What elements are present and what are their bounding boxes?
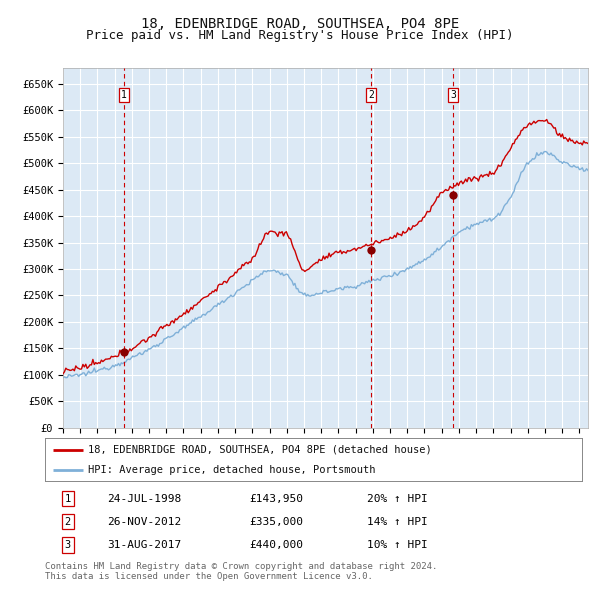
Text: 20% ↑ HPI: 20% ↑ HPI bbox=[367, 493, 428, 503]
Text: 2: 2 bbox=[64, 517, 71, 526]
Text: 18, EDENBRIDGE ROAD, SOUTHSEA, PO4 8PE (detached house): 18, EDENBRIDGE ROAD, SOUTHSEA, PO4 8PE (… bbox=[88, 445, 432, 455]
Text: 14% ↑ HPI: 14% ↑ HPI bbox=[367, 517, 428, 526]
Text: 1: 1 bbox=[64, 493, 71, 503]
Text: 1: 1 bbox=[121, 90, 127, 100]
Text: £335,000: £335,000 bbox=[249, 517, 303, 526]
Text: £143,950: £143,950 bbox=[249, 493, 303, 503]
Text: 24-JUL-1998: 24-JUL-1998 bbox=[107, 493, 181, 503]
Text: 18, EDENBRIDGE ROAD, SOUTHSEA, PO4 8PE: 18, EDENBRIDGE ROAD, SOUTHSEA, PO4 8PE bbox=[141, 17, 459, 31]
Text: 31-AUG-2017: 31-AUG-2017 bbox=[107, 540, 181, 550]
Text: Contains HM Land Registry data © Crown copyright and database right 2024.: Contains HM Land Registry data © Crown c… bbox=[45, 562, 437, 571]
Text: 10% ↑ HPI: 10% ↑ HPI bbox=[367, 540, 428, 550]
Text: Price paid vs. HM Land Registry's House Price Index (HPI): Price paid vs. HM Land Registry's House … bbox=[86, 30, 514, 42]
Text: 3: 3 bbox=[450, 90, 456, 100]
Text: 2: 2 bbox=[368, 90, 374, 100]
Text: 26-NOV-2012: 26-NOV-2012 bbox=[107, 517, 181, 526]
Text: This data is licensed under the Open Government Licence v3.0.: This data is licensed under the Open Gov… bbox=[45, 572, 373, 581]
Text: £440,000: £440,000 bbox=[249, 540, 303, 550]
Text: HPI: Average price, detached house, Portsmouth: HPI: Average price, detached house, Port… bbox=[88, 465, 376, 475]
Text: 3: 3 bbox=[64, 540, 71, 550]
